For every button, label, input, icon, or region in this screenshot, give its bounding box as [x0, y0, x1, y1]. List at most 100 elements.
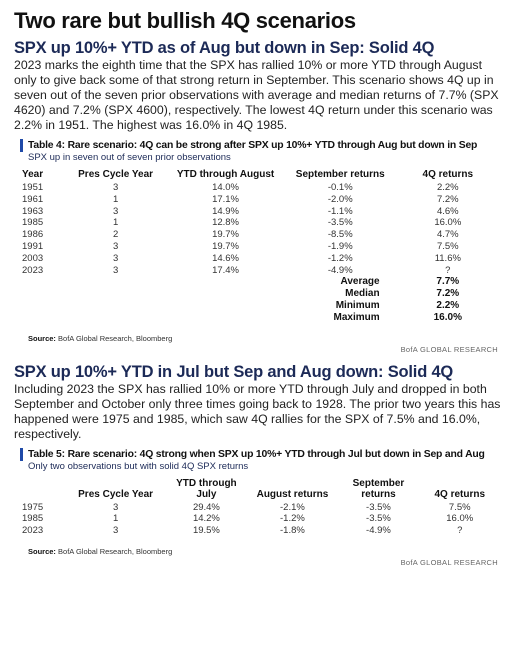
section-heading: SPX up 10%+ YTD as of Aug but down in Se… [14, 39, 435, 57]
section: SPX up 10%+ YTD as of Aug but down in Se… [14, 38, 502, 354]
table-cell: 19.7% [212, 240, 239, 252]
summary-value: 16.0% [433, 311, 462, 323]
summary-row: Minimum 2.2% [20, 300, 498, 312]
spacer-cell [20, 300, 283, 312]
table-cell: -1.8% [280, 525, 305, 537]
summary-value: 2.2% [436, 299, 460, 311]
header-cell: 4Q returns [422, 169, 474, 180]
table-cell: 11.6% [434, 252, 461, 264]
table-cell: 3 [112, 525, 119, 537]
table-cell: 2.2% [436, 182, 459, 193]
table-cell: 1951 [22, 182, 44, 193]
table-cell: 16.0% [434, 217, 462, 229]
summary-label: Maximum [333, 311, 380, 323]
table-cell: ? [445, 264, 451, 276]
header-cell: YTD through July [176, 477, 237, 500]
table-cell: 1961 [22, 193, 44, 205]
table-cell: -3.5% [366, 501, 391, 513]
table-cell: 7.5% [448, 501, 471, 513]
spacer-cell [20, 276, 283, 288]
table-cell: -8.5% [327, 229, 353, 241]
paragraph: 2023 marks the eighth time that the SPX … [14, 58, 499, 132]
table-cell: 17.1% [212, 193, 239, 205]
research-credit: BofA GLOBAL RESEARCH [400, 344, 498, 354]
table-cell: 1991 [22, 240, 44, 252]
section: SPX up 10%+ YTD in Jul but Sep and Aug d… [14, 362, 502, 567]
table-cell: 1 [112, 217, 119, 229]
source-label: Source: [28, 333, 56, 343]
table-row: 1985 1 14.2% -1.2% -3.5% 16.0% [20, 513, 498, 525]
table-row: 1975 3 29.4% -2.1% -3.5% 7.5% [20, 502, 498, 514]
table-cell: 1985 [22, 217, 44, 229]
table-cell: 17.4% [212, 264, 239, 276]
table-row: 1963 3 14.9% -1.1% 4.6% [20, 206, 498, 218]
table-cell: 4.6% [436, 205, 459, 217]
table-cell: -2.1% [280, 501, 305, 513]
summary-label: Average [340, 276, 380, 288]
table-subtitle: SPX up in seven out of seven prior obser… [28, 152, 231, 163]
spacer-cell [20, 312, 283, 324]
table-cell: 1986 [22, 229, 44, 241]
table-body: 1951 3 14.0% -0.1% 2.2% 1961 1 17.1% -2.0% 7.2% 19… [20, 182, 498, 324]
paragraph: Including 2023 the SPX has rallied 10% o… [14, 381, 501, 441]
table-cell: -4.9% [366, 525, 391, 537]
research-credit: BofA GLOBAL RESEARCH [400, 557, 498, 567]
table-cell: -1.2% [280, 513, 305, 525]
table-row: 1951 3 14.0% -0.1% 2.2% [20, 182, 498, 194]
table-cell: 19.5% [192, 525, 220, 537]
header-cell: August returns [256, 488, 329, 500]
summary-row: Maximum 16.0% [20, 312, 498, 324]
table-cell: 19.7% [212, 229, 239, 241]
summary-label: Minimum [335, 299, 380, 311]
header-cell: Year [22, 169, 44, 180]
table-cell: 2023 [22, 264, 44, 276]
table-cell: 14.9% [212, 205, 239, 217]
table-cell: 2023 [22, 525, 44, 537]
table-row: 1991 3 19.7% -1.9% 7.5% [20, 241, 498, 253]
header-cell: Pres Cycle Year [78, 488, 154, 500]
table-cell: 7.2% [436, 193, 459, 205]
header-cell: 4Q returns [434, 488, 486, 500]
table-cell: 2 [112, 229, 119, 241]
table-cell: ? [457, 525, 463, 537]
table-row: 1961 1 17.1% -2.0% 7.2% [20, 194, 498, 206]
header-cell: September returns [295, 169, 385, 180]
table-cell: -1.9% [327, 240, 353, 252]
table-cell: 3 [112, 252, 119, 264]
summary-row: Median 7.2% [20, 288, 498, 300]
source-text: BofA Global Research, Bloomberg [58, 546, 173, 556]
source-note: Source: BofA Global Research, Bloomberg [20, 334, 498, 343]
source-note: Source: BofA Global Research, Bloomberg [20, 547, 498, 556]
table-body: 1975 3 29.4% -2.1% -3.5% 7.5% 1985 1 14.2% -1.2% -… [20, 502, 498, 537]
table-cell: 3 [112, 205, 119, 217]
table-row: 2003 3 14.6% -1.2% 11.6% [20, 253, 498, 265]
table-title: Table 4: Rare scenario: 4Q can be strong… [20, 139, 498, 152]
table-head: Year Pres Cycle Year YTD through August Sep… [20, 169, 498, 182]
table-cell: 3 [112, 264, 119, 276]
table-cell: 14.2% [192, 513, 220, 525]
table-cell: -2.0% [327, 193, 353, 205]
table-head: Pres Cycle Year YTD through July August re… [20, 478, 498, 502]
table-cell: -0.1% [327, 182, 353, 193]
table-cell: 3 [112, 501, 119, 513]
table-subtitle: Only two observations but with solid 4Q … [28, 460, 249, 472]
summary-row: Average 7.7% [20, 276, 498, 288]
header-cell [20, 478, 68, 502]
table-cell: 1 [112, 193, 119, 205]
table-cell: -4.9% [327, 264, 353, 276]
table-row: 2023 3 17.4% -4.9%? [20, 265, 498, 277]
sections: SPX up 10%+ YTD as of Aug but down in Se… [14, 38, 502, 567]
table-block: Table 5: Rare scenario: 4Q strong when S… [20, 447, 498, 567]
header-cell: Pres Cycle Year [78, 169, 154, 180]
header-cell: September returns [352, 477, 405, 500]
table-cell: -1.1% [327, 205, 353, 217]
data-table: Pres Cycle Year YTD through July August re… [20, 478, 498, 537]
table-cell: 29.4% [192, 501, 220, 513]
data-table: Year Pres Cycle Year YTD through August Sep… [20, 169, 498, 324]
table-cell: -3.5% [327, 217, 353, 229]
spacer-cell [20, 288, 283, 300]
table-cell: 1963 [22, 205, 44, 217]
table-cell: 4.7% [436, 229, 459, 241]
table-cell: 1 [112, 513, 119, 525]
table-cell: 3 [112, 240, 119, 252]
